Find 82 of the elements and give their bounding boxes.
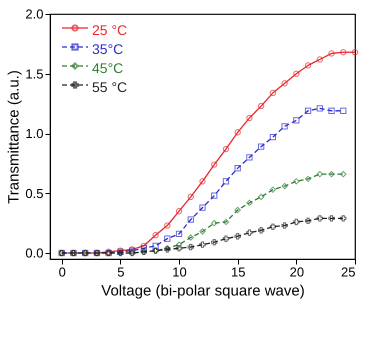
- point: [328, 108, 335, 114]
- y-tick-label: 1.0: [25, 126, 44, 142]
- point: [270, 186, 276, 193]
- point: [258, 144, 264, 150]
- x-tick-label: 10: [172, 264, 187, 280]
- x-tick-label: 5: [117, 264, 124, 280]
- point: [293, 70, 300, 77]
- point: [234, 233, 241, 240]
- point: [199, 178, 206, 184]
- point: [246, 230, 253, 236]
- point: [258, 102, 264, 110]
- point: [234, 165, 241, 172]
- point: [328, 215, 335, 222]
- point: [270, 90, 276, 96]
- point: [281, 123, 288, 130]
- y-tick-label: 0.5: [25, 186, 44, 201]
- legend-label: 35°C: [92, 41, 124, 57]
- point: [222, 178, 230, 184]
- point: [304, 176, 312, 182]
- point: [211, 161, 218, 168]
- point: [176, 208, 182, 214]
- point: [211, 220, 218, 226]
- point: [328, 50, 335, 57]
- point: [140, 245, 147, 252]
- x-tick-label: 20: [290, 264, 304, 280]
- point: [304, 108, 312, 114]
- legend-label: 45°C: [92, 60, 124, 76]
- point: [246, 114, 253, 122]
- point: [340, 49, 346, 56]
- y-tick-label: 0.0: [25, 246, 44, 261]
- point: [199, 204, 206, 211]
- point: [281, 80, 288, 86]
- point: [316, 56, 323, 63]
- point: [164, 236, 170, 242]
- point: [176, 245, 182, 252]
- point: [234, 129, 241, 136]
- point: [152, 232, 159, 238]
- point: [340, 108, 346, 114]
- point: [328, 171, 335, 178]
- point: [188, 194, 194, 200]
- point: [188, 234, 194, 241]
- point: [293, 218, 300, 226]
- point: [270, 134, 276, 140]
- point: [281, 222, 288, 229]
- point: [188, 216, 194, 223]
- point: [222, 218, 230, 226]
- x-tick-label: 25: [341, 264, 356, 280]
- point: [340, 215, 346, 222]
- legend-label: 55 °C: [92, 79, 128, 95]
- y-tick-label: 2.0: [25, 6, 44, 22]
- point: [199, 242, 206, 248]
- point: [270, 224, 276, 230]
- point: [316, 105, 323, 112]
- point: [211, 239, 218, 246]
- point: [258, 227, 264, 234]
- point: [234, 206, 241, 214]
- point: [258, 194, 264, 200]
- point: [246, 154, 253, 161]
- y-axis-title: Transmittance (a.u.): [5, 70, 22, 204]
- point: [199, 228, 206, 235]
- point: [176, 242, 182, 248]
- point: [152, 242, 159, 249]
- point: [316, 171, 323, 178]
- legend-label: 25 °C: [92, 22, 128, 38]
- point: [304, 62, 312, 69]
- point: [176, 230, 182, 238]
- y-tick-label: 1.5: [25, 66, 44, 82]
- x-tick-label: 15: [230, 264, 246, 280]
- point: [222, 146, 230, 152]
- point: [281, 182, 288, 190]
- point: [293, 117, 300, 124]
- x-tick-label: 0: [58, 264, 66, 280]
- point: [222, 236, 230, 242]
- point: [188, 244, 194, 250]
- point: [164, 222, 170, 229]
- x-axis-title: Voltage (bi-polar square wave): [101, 282, 305, 300]
- point: [316, 215, 323, 222]
- point: [304, 218, 312, 224]
- point: [211, 192, 218, 199]
- point: [293, 178, 300, 184]
- point: [246, 200, 253, 206]
- point: [340, 171, 346, 178]
